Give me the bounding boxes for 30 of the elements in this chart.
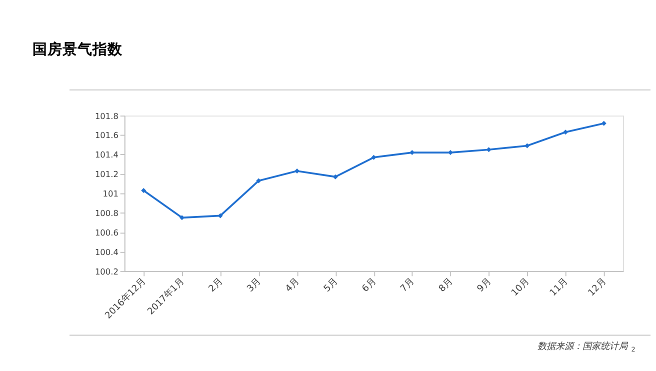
- source-note: 数据来源：国家统计局: [538, 340, 629, 352]
- point: [141, 188, 146, 193]
- y-tick-label: 101.4: [94, 150, 118, 160]
- y-tick-label: 101.6: [94, 130, 118, 140]
- x-tick-label: 6月: [360, 276, 378, 294]
- x-tick-label: 5月: [322, 276, 340, 294]
- point: [179, 215, 184, 220]
- x-tick-label: 10月: [510, 276, 532, 298]
- y-tick-label: 100.8: [94, 208, 118, 218]
- y-tick-label: 100.6: [94, 227, 118, 238]
- x-tick-label: 9月: [476, 276, 494, 294]
- chart-title: 国房景气指数: [32, 40, 124, 58]
- x-tick-label: 12月: [586, 276, 608, 298]
- point: [563, 130, 568, 135]
- y-tick-label: 100.4: [94, 246, 118, 257]
- y-tick-label: 101: [102, 188, 118, 199]
- point: [524, 143, 530, 148]
- x-tick-label: 4月: [284, 276, 302, 294]
- x-tick-label: 7月: [399, 276, 417, 294]
- x-tick-label: 8月: [437, 276, 455, 294]
- x-tick-label: 3月: [246, 276, 264, 294]
- point: [371, 154, 376, 160]
- point: [332, 174, 338, 180]
- x-tick-label: 2月: [207, 276, 225, 294]
- y-tick-label: 100.2: [94, 266, 118, 276]
- x-tick-label: 11月: [548, 276, 570, 298]
- point: [256, 178, 262, 184]
- point: [601, 120, 606, 126]
- y-tick-label: 101.2: [94, 169, 118, 180]
- y-tick-label: 101.8: [94, 110, 118, 121]
